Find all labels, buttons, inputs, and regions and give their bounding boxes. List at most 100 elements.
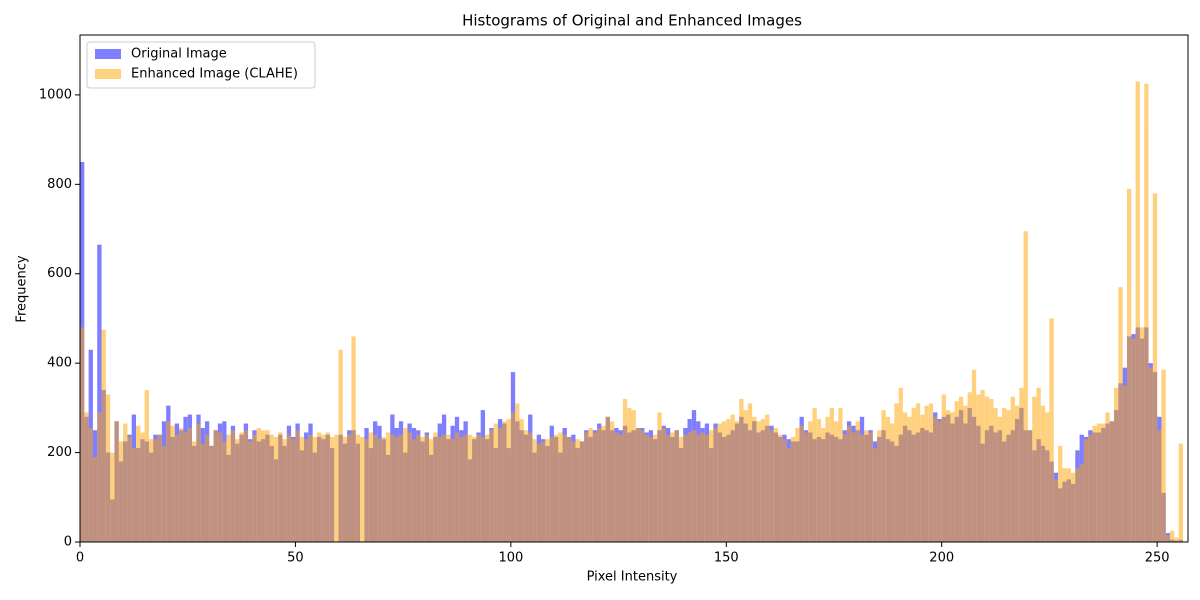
- bar: [976, 394, 981, 542]
- bar: [325, 432, 330, 542]
- bar: [670, 432, 675, 542]
- bar: [851, 432, 856, 542]
- bar: [148, 439, 154, 542]
- bar: [144, 389, 149, 542]
- bar: [476, 434, 481, 542]
- bar: [463, 434, 468, 542]
- bar: [653, 434, 658, 542]
- bar: [545, 439, 550, 542]
- bar: [971, 369, 977, 542]
- bar: [502, 421, 507, 542]
- bar: [364, 439, 369, 542]
- bar: [984, 396, 990, 542]
- bar: [799, 425, 804, 542]
- bar: [1045, 412, 1050, 542]
- bar: [204, 434, 210, 542]
- bar: [734, 421, 740, 542]
- bar: [398, 434, 404, 542]
- bar: [467, 434, 473, 542]
- bar: [321, 434, 326, 542]
- bar: [890, 423, 895, 542]
- bar: [588, 427, 593, 542]
- bar: [739, 398, 744, 542]
- bar: [136, 425, 141, 542]
- x-tick-label: 150: [714, 551, 739, 566]
- bar: [1002, 407, 1007, 542]
- bar: [497, 427, 503, 542]
- bar: [1014, 405, 1020, 542]
- bar: [403, 427, 408, 542]
- bar: [877, 430, 882, 542]
- bar: [601, 425, 606, 542]
- bar: [726, 419, 731, 542]
- bar: [105, 394, 111, 542]
- bar: [114, 421, 119, 542]
- bar: [209, 445, 214, 542]
- bar: [1157, 430, 1162, 542]
- bar: [980, 389, 985, 542]
- bar: [308, 434, 313, 542]
- bar: [946, 410, 951, 542]
- x-tick-label: 200: [929, 551, 954, 566]
- bar: [821, 427, 826, 542]
- bar: [183, 432, 188, 542]
- bar: [131, 448, 137, 542]
- bar: [713, 427, 718, 542]
- bar: [260, 430, 266, 542]
- bar: [316, 432, 322, 542]
- bar: [347, 434, 352, 542]
- bar: [950, 412, 955, 542]
- bar: [265, 430, 270, 542]
- x-tick-label: 50: [287, 551, 304, 566]
- bar: [1088, 434, 1093, 542]
- bar: [528, 432, 533, 542]
- bar: [898, 387, 903, 542]
- bar: [338, 349, 343, 542]
- bar: [795, 427, 800, 542]
- bar: [674, 430, 679, 542]
- bar: [911, 407, 916, 542]
- bar: [420, 436, 425, 542]
- bar: [756, 421, 761, 542]
- bar: [937, 421, 942, 542]
- bar: [299, 436, 305, 542]
- bar: [1122, 385, 1127, 542]
- bar: [1062, 468, 1067, 542]
- bar: [997, 416, 1003, 542]
- bar: [627, 407, 632, 542]
- bar: [532, 439, 537, 542]
- bar: [1040, 405, 1046, 542]
- bar: [786, 448, 791, 542]
- legend-label: Original Image: [131, 47, 227, 62]
- bar: [838, 407, 843, 542]
- bar: [174, 434, 180, 542]
- bar: [825, 416, 830, 542]
- bar: [1058, 445, 1063, 542]
- bar: [614, 432, 619, 542]
- y-tick-label: 1000: [39, 87, 72, 102]
- bar: [519, 419, 524, 542]
- bar: [915, 403, 921, 542]
- bar: [295, 430, 300, 542]
- bar: [1083, 439, 1089, 542]
- bar: [816, 419, 822, 542]
- bar: [640, 430, 645, 542]
- bar: [441, 434, 447, 542]
- bar: [1096, 423, 1102, 542]
- bar: [782, 439, 787, 542]
- bar: [291, 439, 296, 542]
- bar: [1092, 425, 1097, 542]
- y-tick-label: 400: [47, 356, 72, 371]
- bar: [480, 436, 486, 542]
- bar: [248, 441, 253, 542]
- bar: [592, 432, 598, 542]
- bar: [967, 392, 972, 542]
- bar: [609, 421, 615, 542]
- bar: [1079, 463, 1084, 542]
- bar: [1010, 396, 1015, 542]
- bar: [661, 427, 666, 542]
- bar: [485, 434, 490, 542]
- bar: [1023, 231, 1028, 542]
- legend-label: Enhanced Image (CLAHE): [131, 67, 298, 82]
